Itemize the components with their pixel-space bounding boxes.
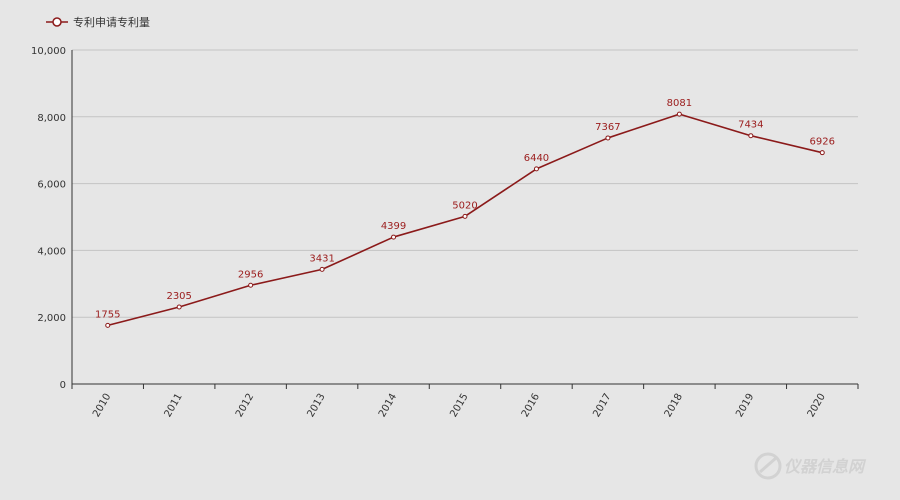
- y-tick-label: 4,000: [37, 246, 66, 257]
- x-tick-label: 2019: [734, 392, 756, 420]
- data-point: [748, 133, 754, 139]
- data-label: 4399: [381, 221, 406, 232]
- y-tick-label: 0: [60, 380, 66, 391]
- x-tick-label: 2020: [806, 392, 828, 420]
- data-point: [605, 135, 611, 141]
- legend-marker-icon: [52, 17, 62, 27]
- data-point: [462, 213, 468, 219]
- data-point: [676, 111, 682, 117]
- x-tick-label: 2015: [448, 392, 470, 420]
- series-line: [107, 113, 823, 327]
- x-axis-ticks: 2010 2011 2012 2013 2014 2015 2016 2017 2018 2019…: [71, 384, 859, 420]
- x-tick-label: 2013: [305, 392, 327, 420]
- data-point: [391, 234, 397, 240]
- data-label: 2305: [166, 291, 191, 302]
- data-label: 7367: [595, 122, 620, 133]
- instrument-logo-icon: [754, 452, 782, 480]
- x-tick-label: 2018: [663, 392, 685, 420]
- y-tick-label: 8,000: [37, 113, 66, 124]
- data-label: 6926: [810, 137, 835, 148]
- grid-lines: [72, 49, 858, 318]
- data-point: [533, 166, 539, 172]
- x-tick-label: 2012: [234, 392, 256, 420]
- axes: [71, 50, 858, 385]
- watermark: 仪器信息网: [754, 452, 867, 480]
- x-tick-label: 2014: [377, 392, 399, 420]
- y-tick-label: 2,000: [37, 313, 66, 324]
- data-point: [319, 266, 325, 272]
- data-point: [819, 150, 825, 156]
- legend[interactable]: 专利申请专利量: [46, 15, 150, 29]
- legend-label: 专利申请专利量: [73, 15, 150, 29]
- data-label: 3431: [309, 253, 334, 264]
- data-labels: 1755 2305 2956 3431 4399 5020 6440 7367 8081 7434…: [95, 98, 835, 320]
- series-line-path: [107, 113, 823, 327]
- x-tick-label: 2017: [591, 392, 613, 420]
- data-label: 5020: [452, 200, 477, 211]
- data-point: [105, 322, 111, 328]
- data-points: [105, 111, 825, 328]
- x-tick-label: 2016: [520, 392, 542, 420]
- y-tick-label: 10,000: [31, 46, 66, 57]
- y-axis-ticks: 0 2,000 4,000 6,000 8,000 10,000: [31, 46, 66, 391]
- data-label: 8081: [667, 98, 692, 109]
- x-tick-label: 2011: [163, 392, 185, 420]
- data-point: [248, 282, 254, 288]
- data-label: 2956: [238, 269, 263, 280]
- data-label: 6440: [524, 153, 549, 164]
- data-label: 1755: [95, 309, 120, 320]
- data-label: 7434: [738, 120, 763, 131]
- y-tick-label: 6,000: [37, 180, 66, 191]
- watermark-text: 仪器信息网: [784, 457, 867, 476]
- data-point: [176, 304, 182, 310]
- x-tick-label: 2010: [91, 392, 113, 420]
